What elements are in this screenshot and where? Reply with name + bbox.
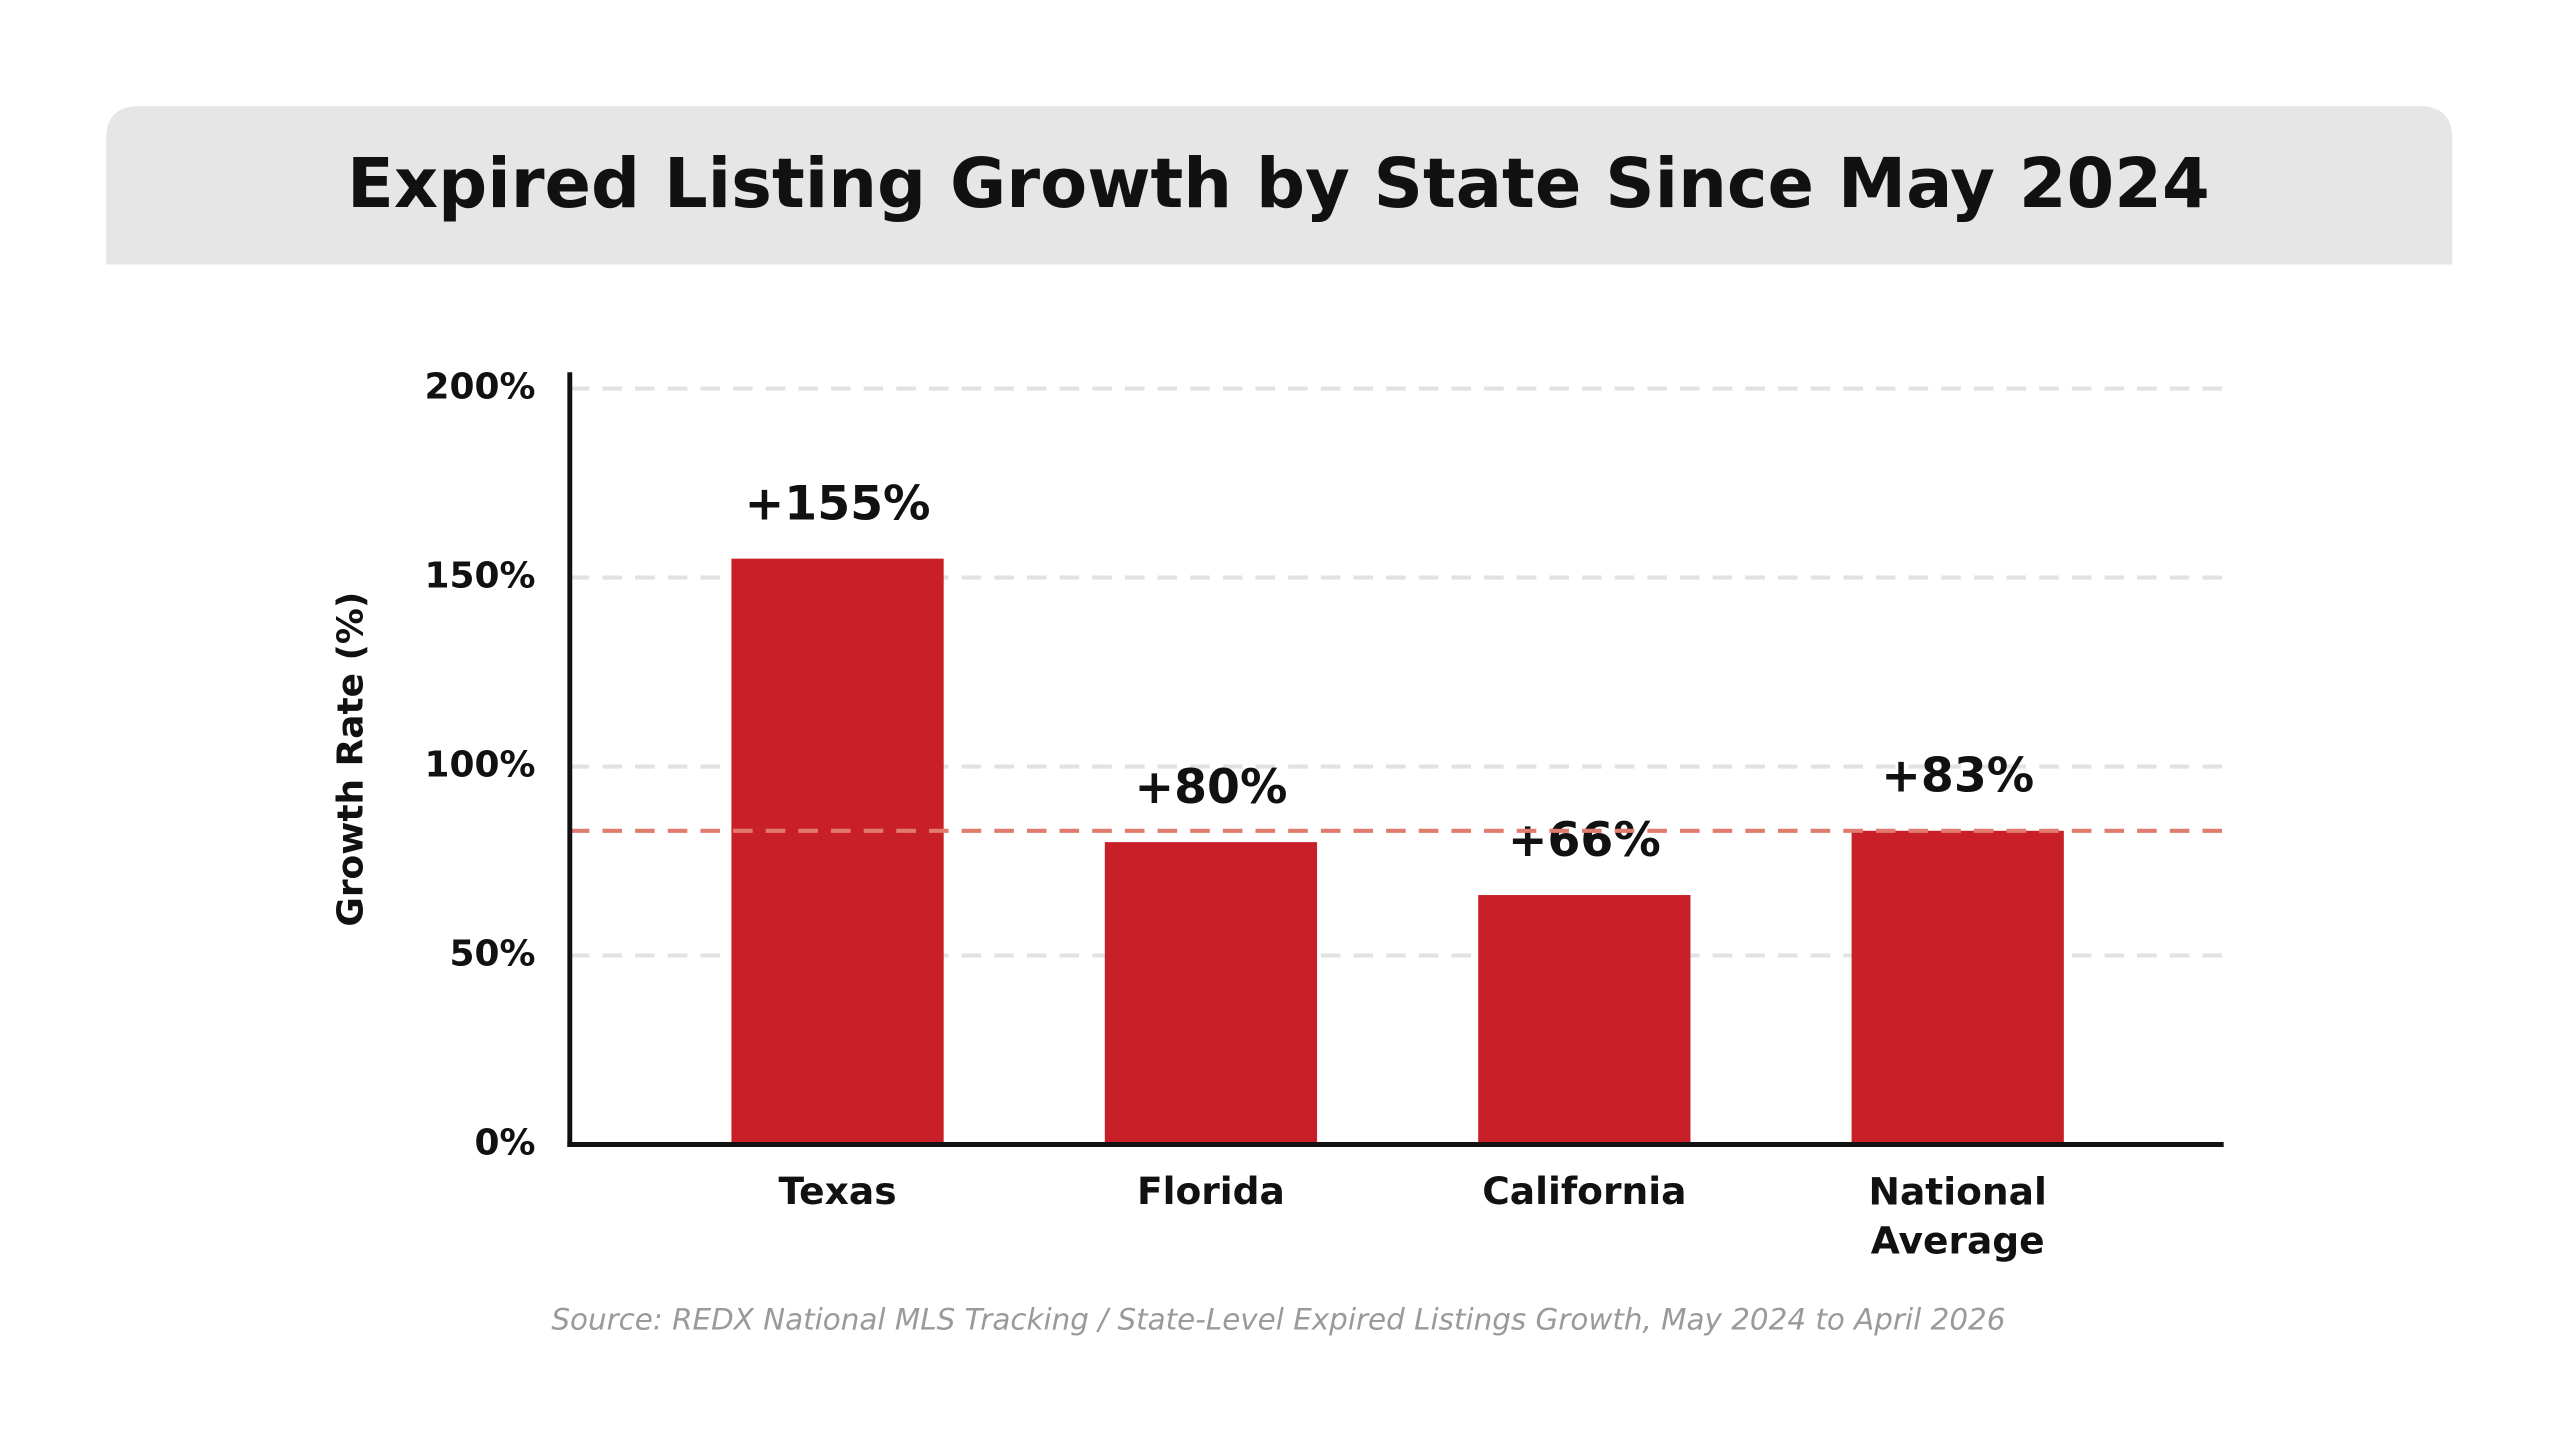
x-tick-label: Texas <box>779 1169 897 1213</box>
bar <box>1104 842 1318 1145</box>
bar <box>1478 895 1691 1145</box>
value-label: +83% <box>1881 749 2034 804</box>
x-tick-label: California <box>1482 1169 1686 1213</box>
value-label: +66% <box>1508 813 1661 868</box>
value-label: +80% <box>1134 760 1287 815</box>
y-tick-label: 150% <box>425 556 536 597</box>
y-tick-label: 0% <box>475 1122 536 1163</box>
header-band <box>106 106 2453 265</box>
y-tick-label: 200% <box>425 367 536 408</box>
x-tick-label: Florida <box>1137 1169 1285 1213</box>
y-tick-label: 100% <box>425 745 536 786</box>
bar <box>731 558 944 1145</box>
y-axis-title: Growth Rate (%) <box>331 592 372 927</box>
chart-title: Expired Listing Growth by State Since Ma… <box>347 144 2210 224</box>
source-note: Source: REDX National MLS Tracking / Sta… <box>551 1302 2005 1336</box>
bar <box>1851 830 2064 1145</box>
value-label: +155% <box>745 476 931 531</box>
x-tick-label: National Average <box>1869 1169 2047 1262</box>
y-tick-label: 50% <box>450 934 536 975</box>
